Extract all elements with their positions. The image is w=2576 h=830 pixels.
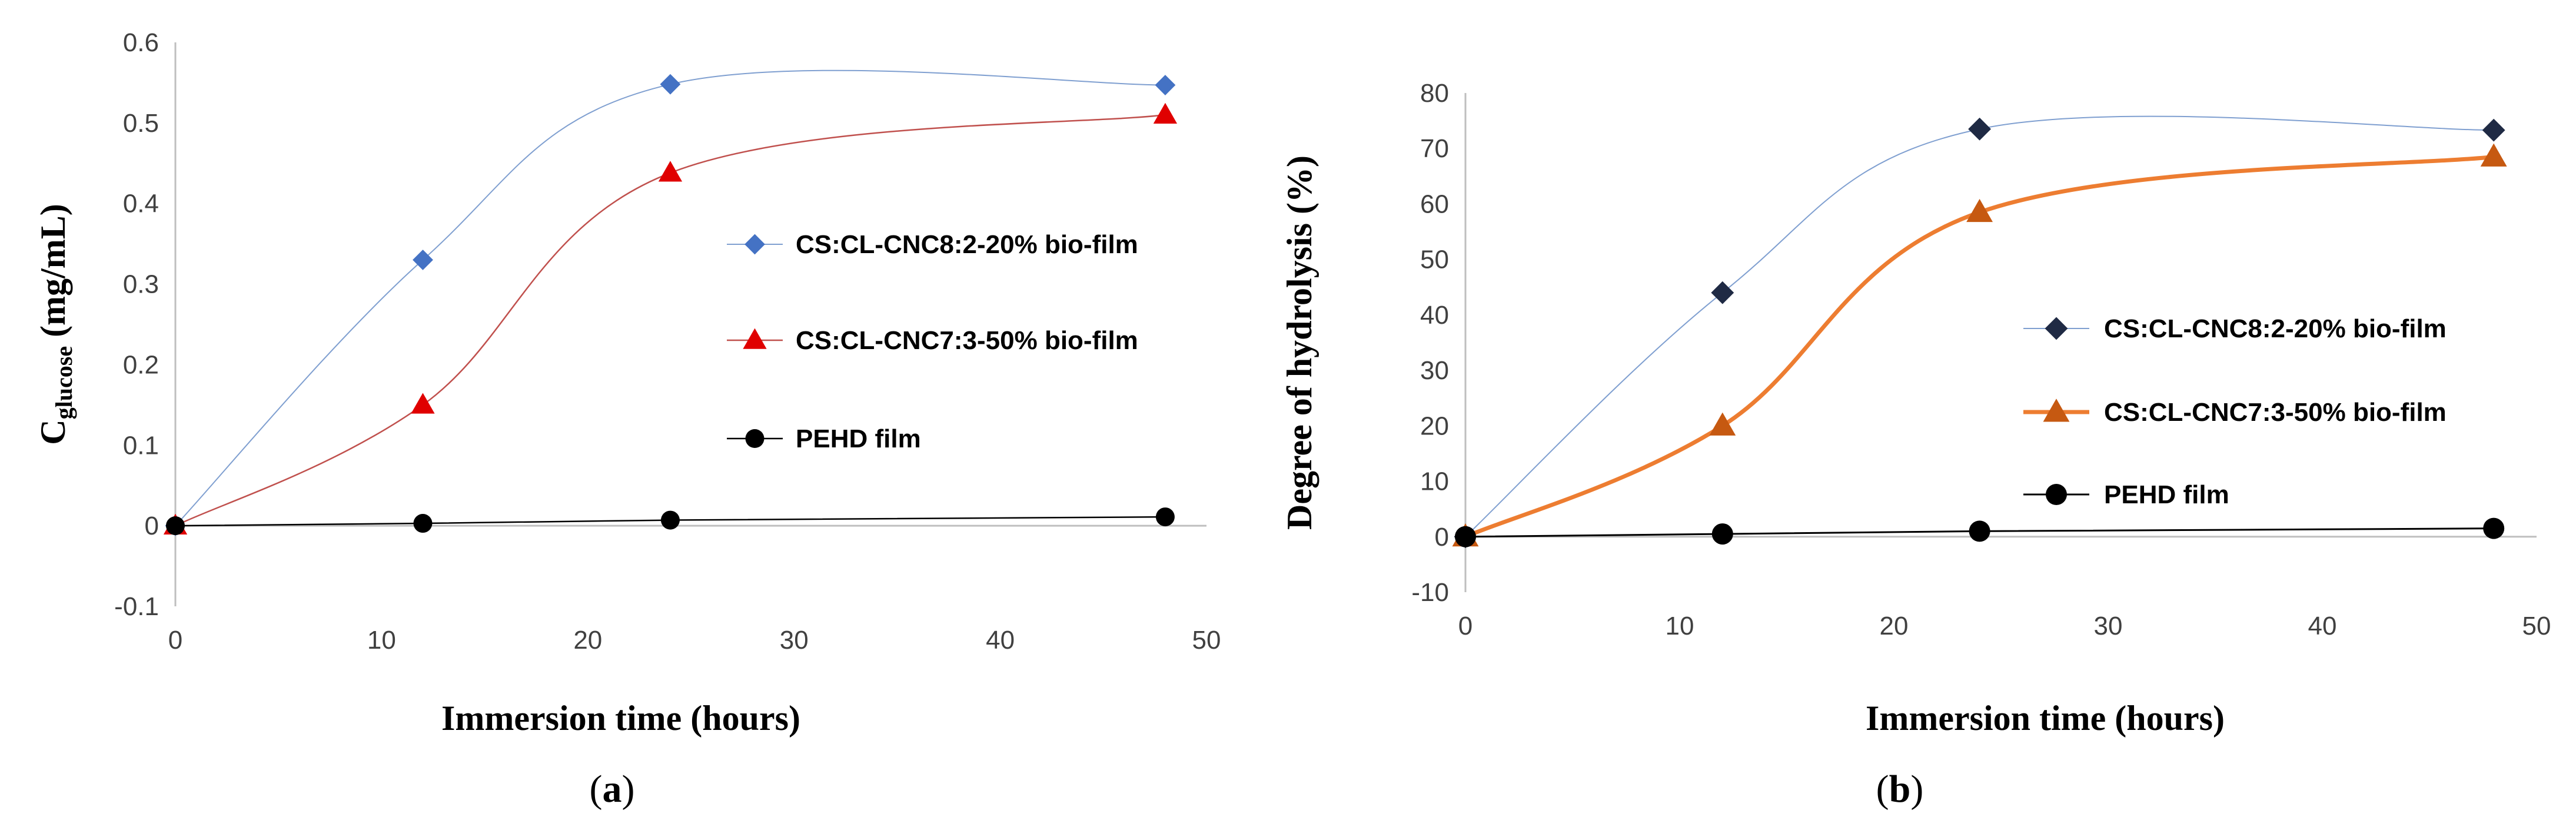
data-point bbox=[1966, 198, 1993, 223]
legend-marker bbox=[744, 234, 765, 255]
x-tick-label: 30 bbox=[780, 626, 809, 655]
panel-label: (a) bbox=[590, 768, 635, 811]
series-line bbox=[175, 114, 1166, 527]
series-0: CS:CL-CNC8:2-20% bio-film bbox=[1454, 115, 2505, 549]
y-tick-label: -10 bbox=[1411, 578, 1449, 607]
y-tick-label: 80 bbox=[1420, 79, 1449, 108]
x-tick-label: 40 bbox=[2308, 612, 2337, 640]
chart-panel-b: -10 0 10 20 30 40 50 60 70 80 0 10 20 30 40 50 Immersion… bbox=[1280, 79, 2551, 811]
x-tick-label: 20 bbox=[1880, 612, 1909, 640]
y-tick-label: 0 bbox=[145, 512, 159, 540]
x-tick-label: 50 bbox=[1192, 626, 1221, 655]
y-axis-title: Degree of hydrolysis (%) bbox=[1280, 155, 1319, 530]
x-tick-label: 30 bbox=[2094, 612, 2123, 640]
data-point bbox=[1155, 75, 1176, 95]
y-tick-label: 10 bbox=[1420, 467, 1449, 496]
y-tick-label: 60 bbox=[1420, 190, 1449, 218]
legend-label: PEHD film bbox=[2104, 480, 2229, 509]
y-tick-label: 40 bbox=[1420, 301, 1449, 330]
y-tick-label: 0.3 bbox=[123, 270, 159, 299]
legend-marker bbox=[2045, 317, 2068, 340]
x-tick-label: 0 bbox=[168, 626, 182, 655]
data-point bbox=[658, 161, 683, 182]
data-point bbox=[1155, 507, 1175, 527]
x-tick-label: 10 bbox=[367, 626, 396, 655]
y-axis-title: Cglucose (mg/mL) bbox=[34, 204, 77, 444]
data-point bbox=[2480, 143, 2507, 167]
y-tick-label: 0.5 bbox=[123, 109, 159, 138]
x-tick-label: 40 bbox=[986, 626, 1015, 655]
series-2: PEHD film bbox=[166, 424, 1175, 536]
data-point bbox=[1969, 520, 1990, 542]
data-point bbox=[2482, 118, 2505, 142]
legend-marker bbox=[743, 328, 767, 349]
series-line bbox=[1464, 154, 2494, 539]
series-line bbox=[175, 516, 1165, 527]
legend-marker bbox=[2046, 484, 2067, 505]
series-line bbox=[175, 69, 1165, 526]
series-2: PEHD film bbox=[1455, 480, 2505, 547]
data-point bbox=[660, 74, 681, 95]
legend-label: CS:CL-CNC7:3-50% bio-film bbox=[2104, 398, 2447, 427]
y-tick-label: 0.2 bbox=[123, 350, 159, 379]
series-line bbox=[1465, 527, 2494, 538]
legend-label: PEHD film bbox=[796, 424, 921, 453]
y-tick-label: 50 bbox=[1420, 245, 1449, 274]
y-tick-label: 20 bbox=[1420, 411, 1449, 440]
x-tick-label: 20 bbox=[573, 626, 602, 655]
data-point bbox=[2483, 517, 2505, 539]
y-tick-label: 70 bbox=[1420, 134, 1449, 163]
data-point bbox=[413, 514, 433, 533]
series-1: CS:CL-CNC7:3-50% bio-film bbox=[163, 102, 1178, 534]
y-tick-label: 0.1 bbox=[123, 431, 159, 460]
series-1: CS:CL-CNC7:3-50% bio-film bbox=[1452, 143, 2507, 547]
y-tick-label: 0.4 bbox=[123, 190, 159, 218]
x-tick-label: 10 bbox=[1666, 612, 1694, 640]
y-tick-label: 0.6 bbox=[123, 28, 159, 57]
data-point bbox=[413, 250, 433, 270]
data-point bbox=[1711, 523, 1733, 545]
data-point bbox=[1709, 412, 1736, 436]
chart-panel-a: -0.1 0 0.1 0.2 0.3 0.4 0.5 0.6 0 10 20 30 40 50 Immers… bbox=[34, 28, 1221, 811]
x-tick-label: 0 bbox=[1458, 612, 1473, 640]
panel-label: (b) bbox=[1876, 768, 1924, 811]
data-point bbox=[1711, 281, 1734, 304]
legend-label: CS:CL-CNC8:2-20% bio-film bbox=[796, 230, 1138, 259]
legend-marker bbox=[2043, 399, 2070, 422]
data-point bbox=[1455, 526, 1476, 547]
y-tick-label: 30 bbox=[1420, 356, 1449, 385]
data-point bbox=[1153, 102, 1178, 124]
data-point bbox=[1968, 117, 1992, 141]
series-line bbox=[1465, 115, 2494, 537]
data-point bbox=[660, 510, 680, 530]
series-0: CS:CL-CNC8:2-20% bio-film bbox=[165, 69, 1176, 536]
legend-label: CS:CL-CNC8:2-20% bio-film bbox=[2104, 314, 2447, 343]
legend-marker bbox=[745, 429, 765, 448]
y-tick-label: -0.1 bbox=[114, 592, 159, 621]
y-tick-label: 0 bbox=[1435, 523, 1449, 552]
x-tick-label: 50 bbox=[2522, 612, 2551, 640]
data-point bbox=[166, 516, 185, 536]
data-point bbox=[411, 393, 435, 414]
x-axis-title: Immersion time (hours) bbox=[1866, 699, 2225, 738]
x-axis-title: Immersion time (hours) bbox=[441, 699, 800, 738]
legend-label: CS:CL-CNC7:3-50% bio-film bbox=[796, 326, 1138, 355]
